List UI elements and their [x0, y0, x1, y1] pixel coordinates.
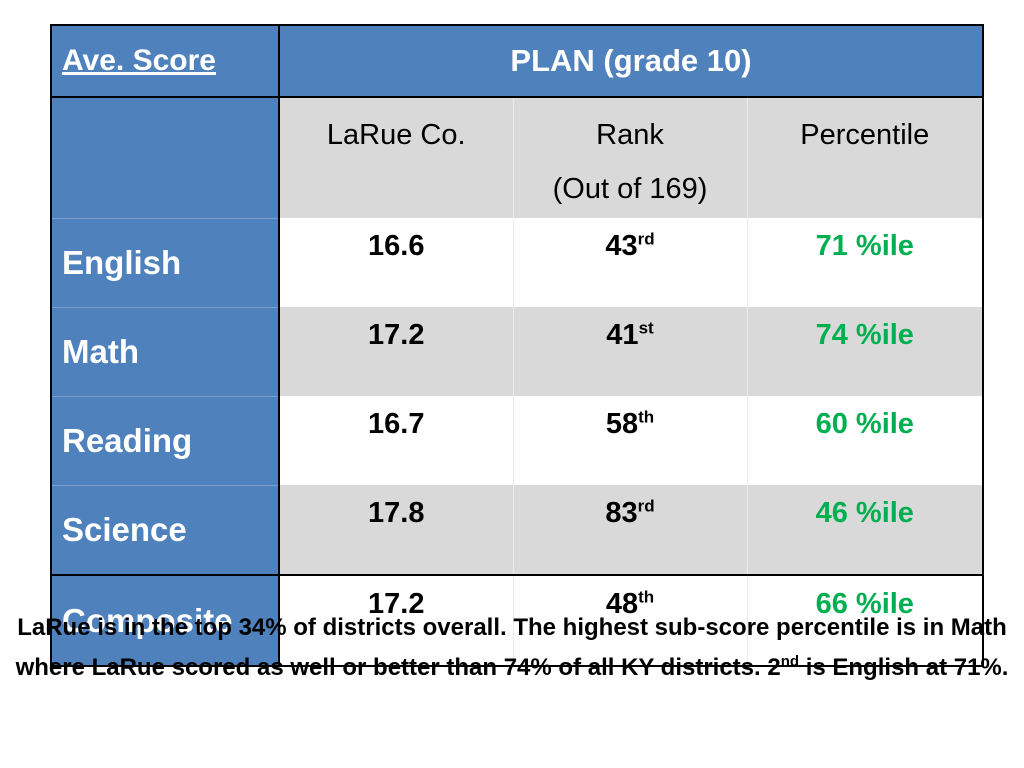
row-percentile: 74 %ile — [747, 307, 984, 396]
row-score: 16.7 — [279, 396, 514, 485]
table-header-row: Ave. Score PLAN (grade 10) — [51, 25, 984, 98]
table-row: Math 17.2 41st 74 %ile — [51, 306, 984, 396]
summary-caption: LaRue is in the top 34% of districts ove… — [15, 614, 1009, 681]
row-percentile: 46 %ile — [747, 485, 984, 575]
table-row: Composite 17.2 48th 66 %ile — [51, 574, 984, 666]
rank-header-line2: (Out of 169) — [552, 173, 708, 205]
column-header-row: LaRue Co. Rank (Out of 169) Percentile — [51, 97, 984, 218]
row-percentile: 71 %ile — [747, 218, 984, 307]
row-subject: English — [51, 217, 280, 307]
row-rank: 58th — [513, 396, 748, 485]
blank-label-cell — [51, 97, 280, 218]
row-subject: Composite — [51, 574, 280, 666]
row-percentile: 66 %ile — [747, 574, 984, 666]
corner-label-cell: Ave. Score — [51, 25, 280, 98]
row-rank: 41st — [513, 307, 748, 396]
row-rank: 48th — [513, 574, 748, 666]
table-row: Science 17.8 83rd 46 %ile — [51, 484, 984, 575]
table-row: Reading 16.7 58th 60 %ile — [51, 395, 984, 485]
row-score: 17.8 — [279, 485, 514, 575]
rank-header-line1: Rank — [596, 119, 664, 151]
row-percentile: 60 %ile — [747, 396, 984, 485]
row-subject: Reading — [51, 395, 280, 485]
row-rank: 43rd — [513, 218, 748, 307]
row-score: 16.6 — [279, 218, 514, 307]
row-score: 17.2 — [279, 307, 514, 396]
col-header-county: LaRue Co. — [279, 97, 514, 218]
table-row: English 16.6 43rd 71 %ile — [51, 217, 984, 307]
col-header-rank: Rank (Out of 169) — [513, 97, 748, 218]
corner-label: Ave. Score — [62, 44, 216, 77]
row-rank: 83rd — [513, 485, 748, 575]
row-subject: Science — [51, 484, 280, 575]
col-header-percentile: Percentile — [747, 97, 984, 218]
table-title: PLAN (grade 10) — [279, 25, 984, 98]
row-score: 17.2 — [279, 574, 514, 666]
row-subject: Math — [51, 306, 280, 396]
scores-table: Ave. Score PLAN (grade 10) LaRue Co. Ran… — [50, 24, 985, 667]
